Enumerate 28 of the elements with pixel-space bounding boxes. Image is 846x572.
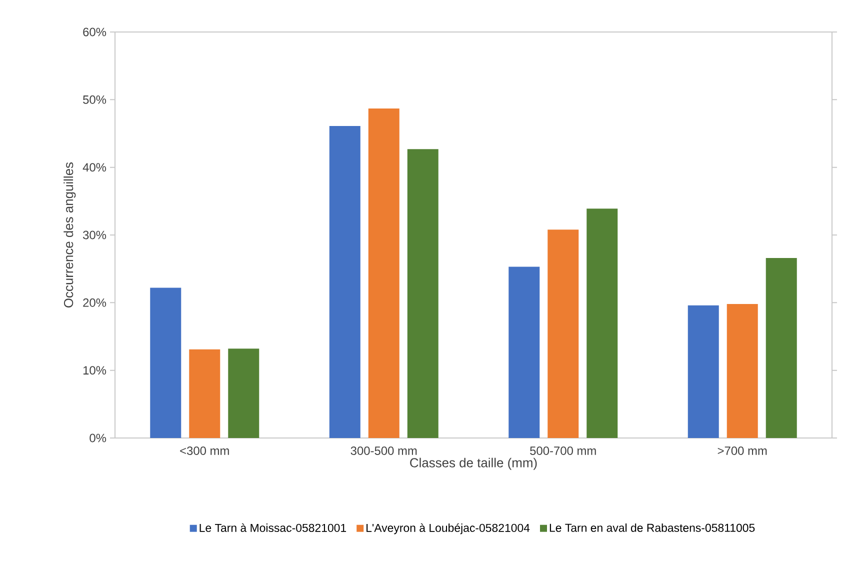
y-tick-label: 40% xyxy=(82,163,106,172)
bar xyxy=(688,305,719,438)
y-tick-label: 10% xyxy=(83,366,106,375)
x-tick-label: 500-700 mm xyxy=(530,446,596,455)
y-tick-label: 20% xyxy=(83,298,106,307)
x-tick-label: 300-500 mm xyxy=(350,446,417,455)
y-tick-label: 60% xyxy=(83,28,106,36)
bar xyxy=(548,230,579,438)
bar xyxy=(329,126,360,438)
y-tick-label: 50% xyxy=(83,95,106,104)
x-tick-label: >700 mm xyxy=(718,446,767,455)
bar xyxy=(766,258,797,438)
legend-label: Le Tarn à Moissac-05821001 xyxy=(200,523,346,532)
bar xyxy=(407,149,438,438)
bar xyxy=(508,266,540,438)
y-tick-label: 30% xyxy=(83,230,106,240)
bar xyxy=(189,349,220,438)
bar xyxy=(726,304,758,438)
x-axis-title: Classes de taille (mm) xyxy=(410,458,537,470)
bar xyxy=(368,108,400,438)
legend-label: Le Tarn en aval de Rabastens-05811005 xyxy=(550,523,755,532)
x-tick-label: <300 mm xyxy=(180,446,229,455)
bar xyxy=(150,288,182,438)
bar xyxy=(586,208,618,438)
legend-label: L'Aveyron à Loubéjac-05821004 xyxy=(366,523,530,534)
y-tick-label: 0% xyxy=(90,434,106,442)
y-axis-title: Occurrence des anguilles xyxy=(64,162,76,308)
bar xyxy=(228,348,260,438)
